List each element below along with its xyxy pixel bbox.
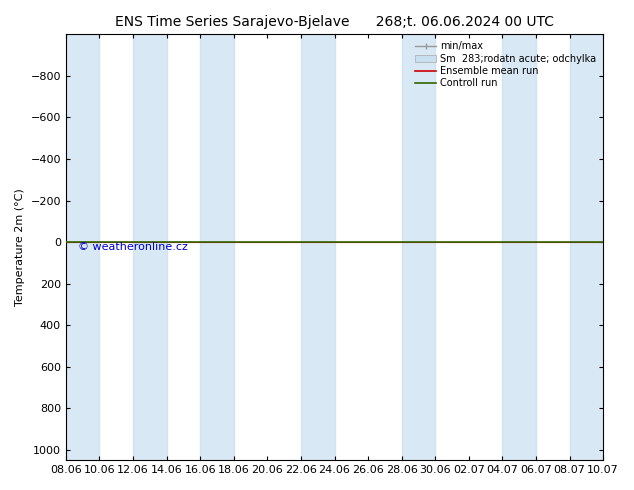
Text: © weatheronline.cz: © weatheronline.cz: [71, 242, 188, 252]
Y-axis label: Temperature 2m (°C): Temperature 2m (°C): [15, 188, 25, 306]
Bar: [133, 34, 167, 460]
Bar: [502, 34, 536, 460]
Bar: [569, 34, 634, 460]
Bar: [402, 34, 436, 460]
Bar: [200, 34, 234, 460]
Bar: [301, 34, 335, 460]
Title: ENS Time Series Sarajevo-Bjelave      268;t. 06.06.2024 00 UTC: ENS Time Series Sarajevo-Bjelave 268;t. …: [115, 15, 554, 29]
Legend: min/max, Sm  283;rodatn acute; odchylka, Ensemble mean run, Controll run: min/max, Sm 283;rodatn acute; odchylka, …: [413, 39, 598, 90]
Bar: [66, 34, 100, 460]
